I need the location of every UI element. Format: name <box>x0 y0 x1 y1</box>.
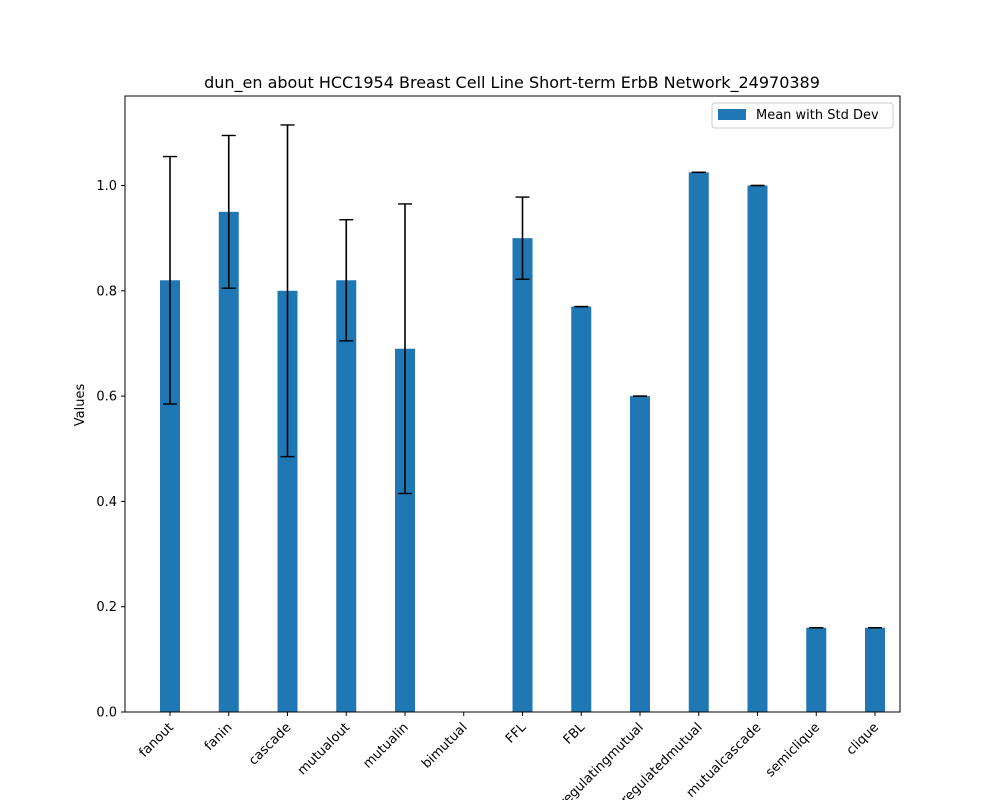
y-axis-label: Values <box>73 384 88 427</box>
y-tick-label: 0.8 <box>96 284 117 299</box>
bar <box>747 185 768 712</box>
y-tick-label: 0.2 <box>96 600 117 615</box>
bar <box>395 348 415 712</box>
legend-box <box>711 102 894 129</box>
legend-swatch <box>718 109 746 120</box>
x-tick-label: bimutual <box>419 720 470 771</box>
x-tick-label: fanout <box>136 720 176 760</box>
bar <box>336 280 357 712</box>
x-tick-label: clique <box>844 720 882 758</box>
bar <box>218 211 239 713</box>
x-tick-label: semiclique <box>763 720 823 780</box>
legend: Mean with Std Dev <box>711 102 894 129</box>
y-tick-label: 0.6 <box>96 390 117 405</box>
bar <box>512 238 533 712</box>
legend-label: Mean with Std Dev <box>756 108 879 123</box>
x-tick-label: cascade <box>246 720 294 768</box>
y-tick-label: 1.0 <box>96 179 117 194</box>
bar <box>865 627 885 712</box>
chart-title: dun_en about HCC1954 Breast Cell Line Sh… <box>204 73 820 93</box>
plot-frame <box>124 95 901 713</box>
bar <box>277 290 298 712</box>
bar <box>806 627 827 712</box>
bar <box>571 306 592 712</box>
x-tick-label: mutualout <box>295 720 353 778</box>
bar <box>630 396 650 712</box>
x-tick-label: mutualin <box>360 720 411 771</box>
x-tick-label: fanin <box>202 720 236 754</box>
y-tick-label: 0.0 <box>96 706 117 721</box>
bar <box>688 172 709 713</box>
x-tick-label: FBL <box>561 720 589 748</box>
bar <box>160 280 180 712</box>
x-tick-label: FFL <box>503 720 530 747</box>
y-tick-label: 0.4 <box>96 495 117 510</box>
